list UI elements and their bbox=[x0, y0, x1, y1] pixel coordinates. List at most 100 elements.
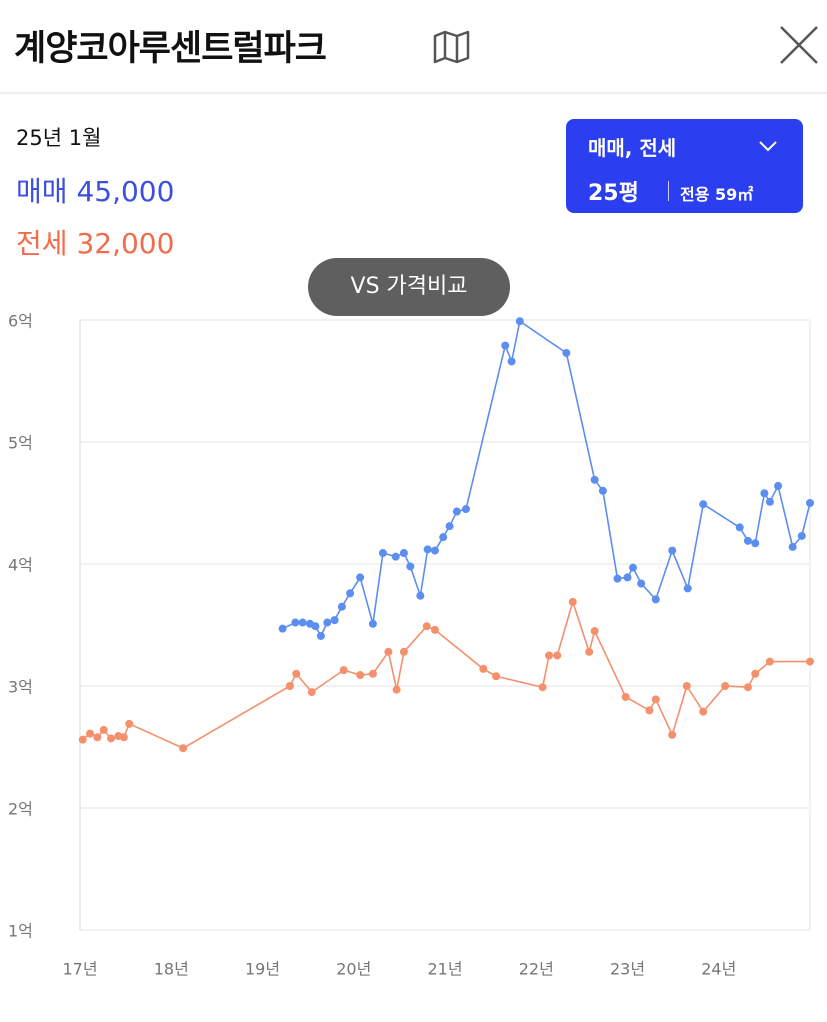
sale-value: 45,000 bbox=[76, 175, 175, 208]
data-point bbox=[368, 619, 377, 628]
data-point bbox=[430, 546, 439, 555]
data-point bbox=[311, 622, 320, 631]
data-point bbox=[590, 627, 599, 636]
jeonse-price: 전세 32,000 bbox=[16, 222, 174, 262]
y-tick-label: 4억 bbox=[8, 556, 33, 575]
data-point bbox=[298, 618, 307, 627]
x-tick-label: 20년 bbox=[336, 960, 371, 979]
data-point bbox=[590, 475, 599, 484]
data-point bbox=[562, 348, 571, 357]
data-point bbox=[743, 683, 752, 692]
x-tick-label: 23년 bbox=[610, 960, 645, 979]
data-point bbox=[538, 683, 547, 692]
data-point bbox=[637, 579, 646, 588]
data-point bbox=[585, 647, 594, 656]
filter-button[interactable]: 매매, 전세 25평 전용 59㎡ bbox=[566, 119, 803, 213]
data-point bbox=[721, 682, 730, 690]
data-point bbox=[461, 505, 470, 514]
series-line bbox=[82, 599, 810, 750]
data-point bbox=[765, 497, 774, 506]
x-tick-label: 17년 bbox=[62, 960, 97, 979]
data-point bbox=[86, 729, 95, 738]
jeonse-label: 전세 bbox=[16, 227, 68, 260]
data-point bbox=[399, 549, 408, 558]
data-point bbox=[292, 669, 301, 678]
data-point bbox=[668, 730, 677, 739]
data-point bbox=[399, 647, 408, 656]
data-point bbox=[683, 584, 692, 593]
data-point bbox=[337, 602, 346, 611]
data-point bbox=[107, 734, 116, 743]
data-point bbox=[316, 631, 325, 640]
close-button[interactable] bbox=[778, 24, 820, 66]
x-tick-label: 21년 bbox=[427, 960, 462, 979]
data-point bbox=[291, 618, 300, 627]
data-point bbox=[492, 672, 501, 681]
data-point bbox=[515, 317, 524, 326]
x-tick-label: 22년 bbox=[519, 960, 554, 979]
map-icon[interactable] bbox=[432, 30, 472, 64]
data-point bbox=[93, 733, 102, 742]
data-point bbox=[445, 522, 454, 531]
data-point bbox=[99, 725, 108, 734]
date: 25년 1월 bbox=[16, 126, 102, 150]
data-point bbox=[621, 692, 630, 701]
data-point bbox=[598, 486, 607, 495]
y-tick-label: 3억 bbox=[8, 678, 33, 697]
data-point bbox=[735, 523, 744, 532]
data-point bbox=[285, 682, 294, 690]
data-point bbox=[501, 341, 510, 350]
data-point bbox=[623, 573, 632, 582]
data-point bbox=[452, 507, 461, 516]
series-line bbox=[282, 319, 811, 638]
data-point bbox=[751, 539, 760, 548]
data-point bbox=[668, 546, 677, 555]
data-point bbox=[765, 657, 774, 666]
data-point bbox=[788, 542, 797, 551]
data-point bbox=[806, 657, 814, 666]
y-tick-label: 6억 bbox=[8, 312, 33, 331]
data-point bbox=[391, 552, 400, 561]
sale-label: 매매 bbox=[16, 175, 68, 208]
data-point bbox=[356, 671, 365, 680]
data-point bbox=[682, 682, 691, 690]
data-point bbox=[651, 695, 660, 704]
data-point bbox=[423, 545, 432, 554]
y-tick-label: 1억 bbox=[8, 922, 33, 941]
data-point bbox=[384, 647, 393, 656]
data-point bbox=[751, 669, 760, 678]
filter-size: 25평 bbox=[588, 181, 639, 206]
data-point bbox=[545, 651, 554, 660]
compare-button[interactable]: VS 가격비교 bbox=[308, 258, 510, 316]
data-point bbox=[356, 573, 365, 582]
divider bbox=[0, 92, 827, 94]
data-point bbox=[125, 719, 134, 728]
separator bbox=[668, 181, 669, 201]
data-point bbox=[507, 357, 516, 366]
y-tick-label: 2억 bbox=[8, 800, 33, 819]
dropdown-icon bbox=[759, 141, 777, 152]
data-point bbox=[78, 735, 87, 744]
data-point bbox=[119, 733, 128, 742]
y-tick-label: 5억 bbox=[8, 434, 33, 453]
sale-price: 매매 45,000 bbox=[16, 170, 174, 210]
data-point bbox=[392, 685, 401, 694]
x-tick-label: 24년 bbox=[701, 960, 736, 979]
data-point bbox=[339, 666, 348, 675]
filter-area: 전용 59㎡ bbox=[680, 185, 754, 204]
data-point bbox=[743, 536, 752, 545]
title: 계양코아루센트럴파크 bbox=[14, 29, 327, 69]
data-point bbox=[699, 707, 708, 716]
data-point bbox=[439, 533, 448, 542]
x-tick-label: 19년 bbox=[245, 960, 280, 979]
data-point bbox=[323, 618, 332, 627]
data-point bbox=[278, 624, 287, 633]
data-point bbox=[651, 595, 660, 604]
data-point bbox=[760, 489, 769, 498]
data-point bbox=[307, 688, 316, 697]
data-point bbox=[430, 625, 439, 634]
data-point bbox=[422, 622, 431, 631]
data-point bbox=[645, 706, 654, 715]
